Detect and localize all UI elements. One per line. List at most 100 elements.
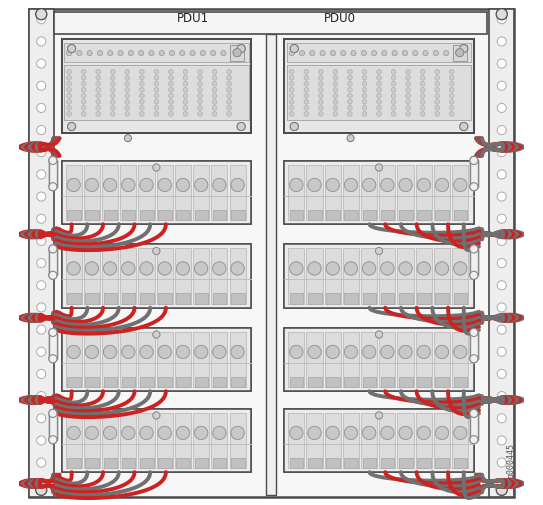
Circle shape [304,76,308,81]
Bar [326,294,340,304]
Circle shape [304,82,308,87]
Bar [156,413,173,468]
Bar [61,245,251,308]
Circle shape [344,426,357,439]
Bar [102,249,118,304]
Bar [49,161,57,187]
Circle shape [125,100,130,105]
Circle shape [213,345,226,359]
Circle shape [227,100,231,105]
Circle shape [110,82,115,87]
Bar [361,413,377,468]
Bar [308,294,321,304]
Circle shape [470,157,478,165]
Bar [49,333,57,359]
Circle shape [417,345,431,359]
Bar [193,249,209,304]
Circle shape [363,179,376,192]
Bar [417,377,431,387]
Bar [66,166,82,221]
Circle shape [377,113,381,117]
Circle shape [420,107,425,111]
Bar [175,166,191,221]
Bar [470,414,478,440]
Circle shape [289,70,294,75]
Circle shape [125,113,130,117]
Circle shape [308,345,321,359]
Circle shape [227,113,231,117]
Bar [361,332,377,387]
Circle shape [420,113,425,117]
Bar [102,413,118,468]
Circle shape [392,113,396,117]
Circle shape [304,70,308,75]
Bar [156,413,173,468]
Bar [284,40,474,134]
Circle shape [392,88,396,93]
Bar [470,161,478,187]
Circle shape [308,345,321,359]
Circle shape [198,113,203,117]
Circle shape [49,157,57,165]
Circle shape [470,157,478,165]
Circle shape [392,70,396,75]
Circle shape [122,263,135,276]
Circle shape [85,263,98,276]
Circle shape [81,88,86,93]
Bar [194,294,209,304]
Circle shape [67,76,71,81]
Circle shape [169,100,173,105]
Bar [381,458,394,468]
Circle shape [140,426,153,439]
Circle shape [392,82,396,87]
Bar [379,249,395,304]
Bar [158,211,172,221]
Circle shape [212,82,217,87]
Circle shape [362,70,367,75]
Bar [231,377,245,387]
Bar [326,458,340,468]
Circle shape [154,70,159,75]
Bar [325,413,341,468]
Circle shape [362,76,367,81]
Circle shape [183,113,188,117]
Circle shape [67,82,71,87]
Circle shape [138,52,144,57]
Circle shape [176,263,190,276]
Bar [66,249,82,304]
Circle shape [417,345,431,359]
Circle shape [392,76,396,81]
Circle shape [496,484,507,495]
Circle shape [377,107,381,111]
Bar [306,332,323,387]
Circle shape [319,82,323,87]
Circle shape [154,100,159,105]
Bar [138,413,155,468]
Bar [156,166,173,221]
Bar [343,413,359,468]
Circle shape [319,88,323,93]
Circle shape [37,215,46,224]
Bar [363,458,376,468]
Circle shape [198,100,203,105]
Bar [231,458,245,468]
Circle shape [140,88,144,93]
Circle shape [392,100,396,105]
Bar [193,413,209,468]
Circle shape [348,88,352,93]
Bar [344,294,358,304]
Circle shape [319,100,323,105]
Bar [231,294,245,304]
Bar [306,249,323,304]
Bar [363,294,376,304]
Circle shape [435,76,439,81]
Circle shape [392,107,396,111]
Bar [344,211,358,221]
Circle shape [67,123,75,131]
Circle shape [183,82,188,87]
Circle shape [110,113,115,117]
Bar [67,377,81,387]
Circle shape [377,70,381,75]
Bar [306,166,323,221]
Circle shape [348,82,352,87]
